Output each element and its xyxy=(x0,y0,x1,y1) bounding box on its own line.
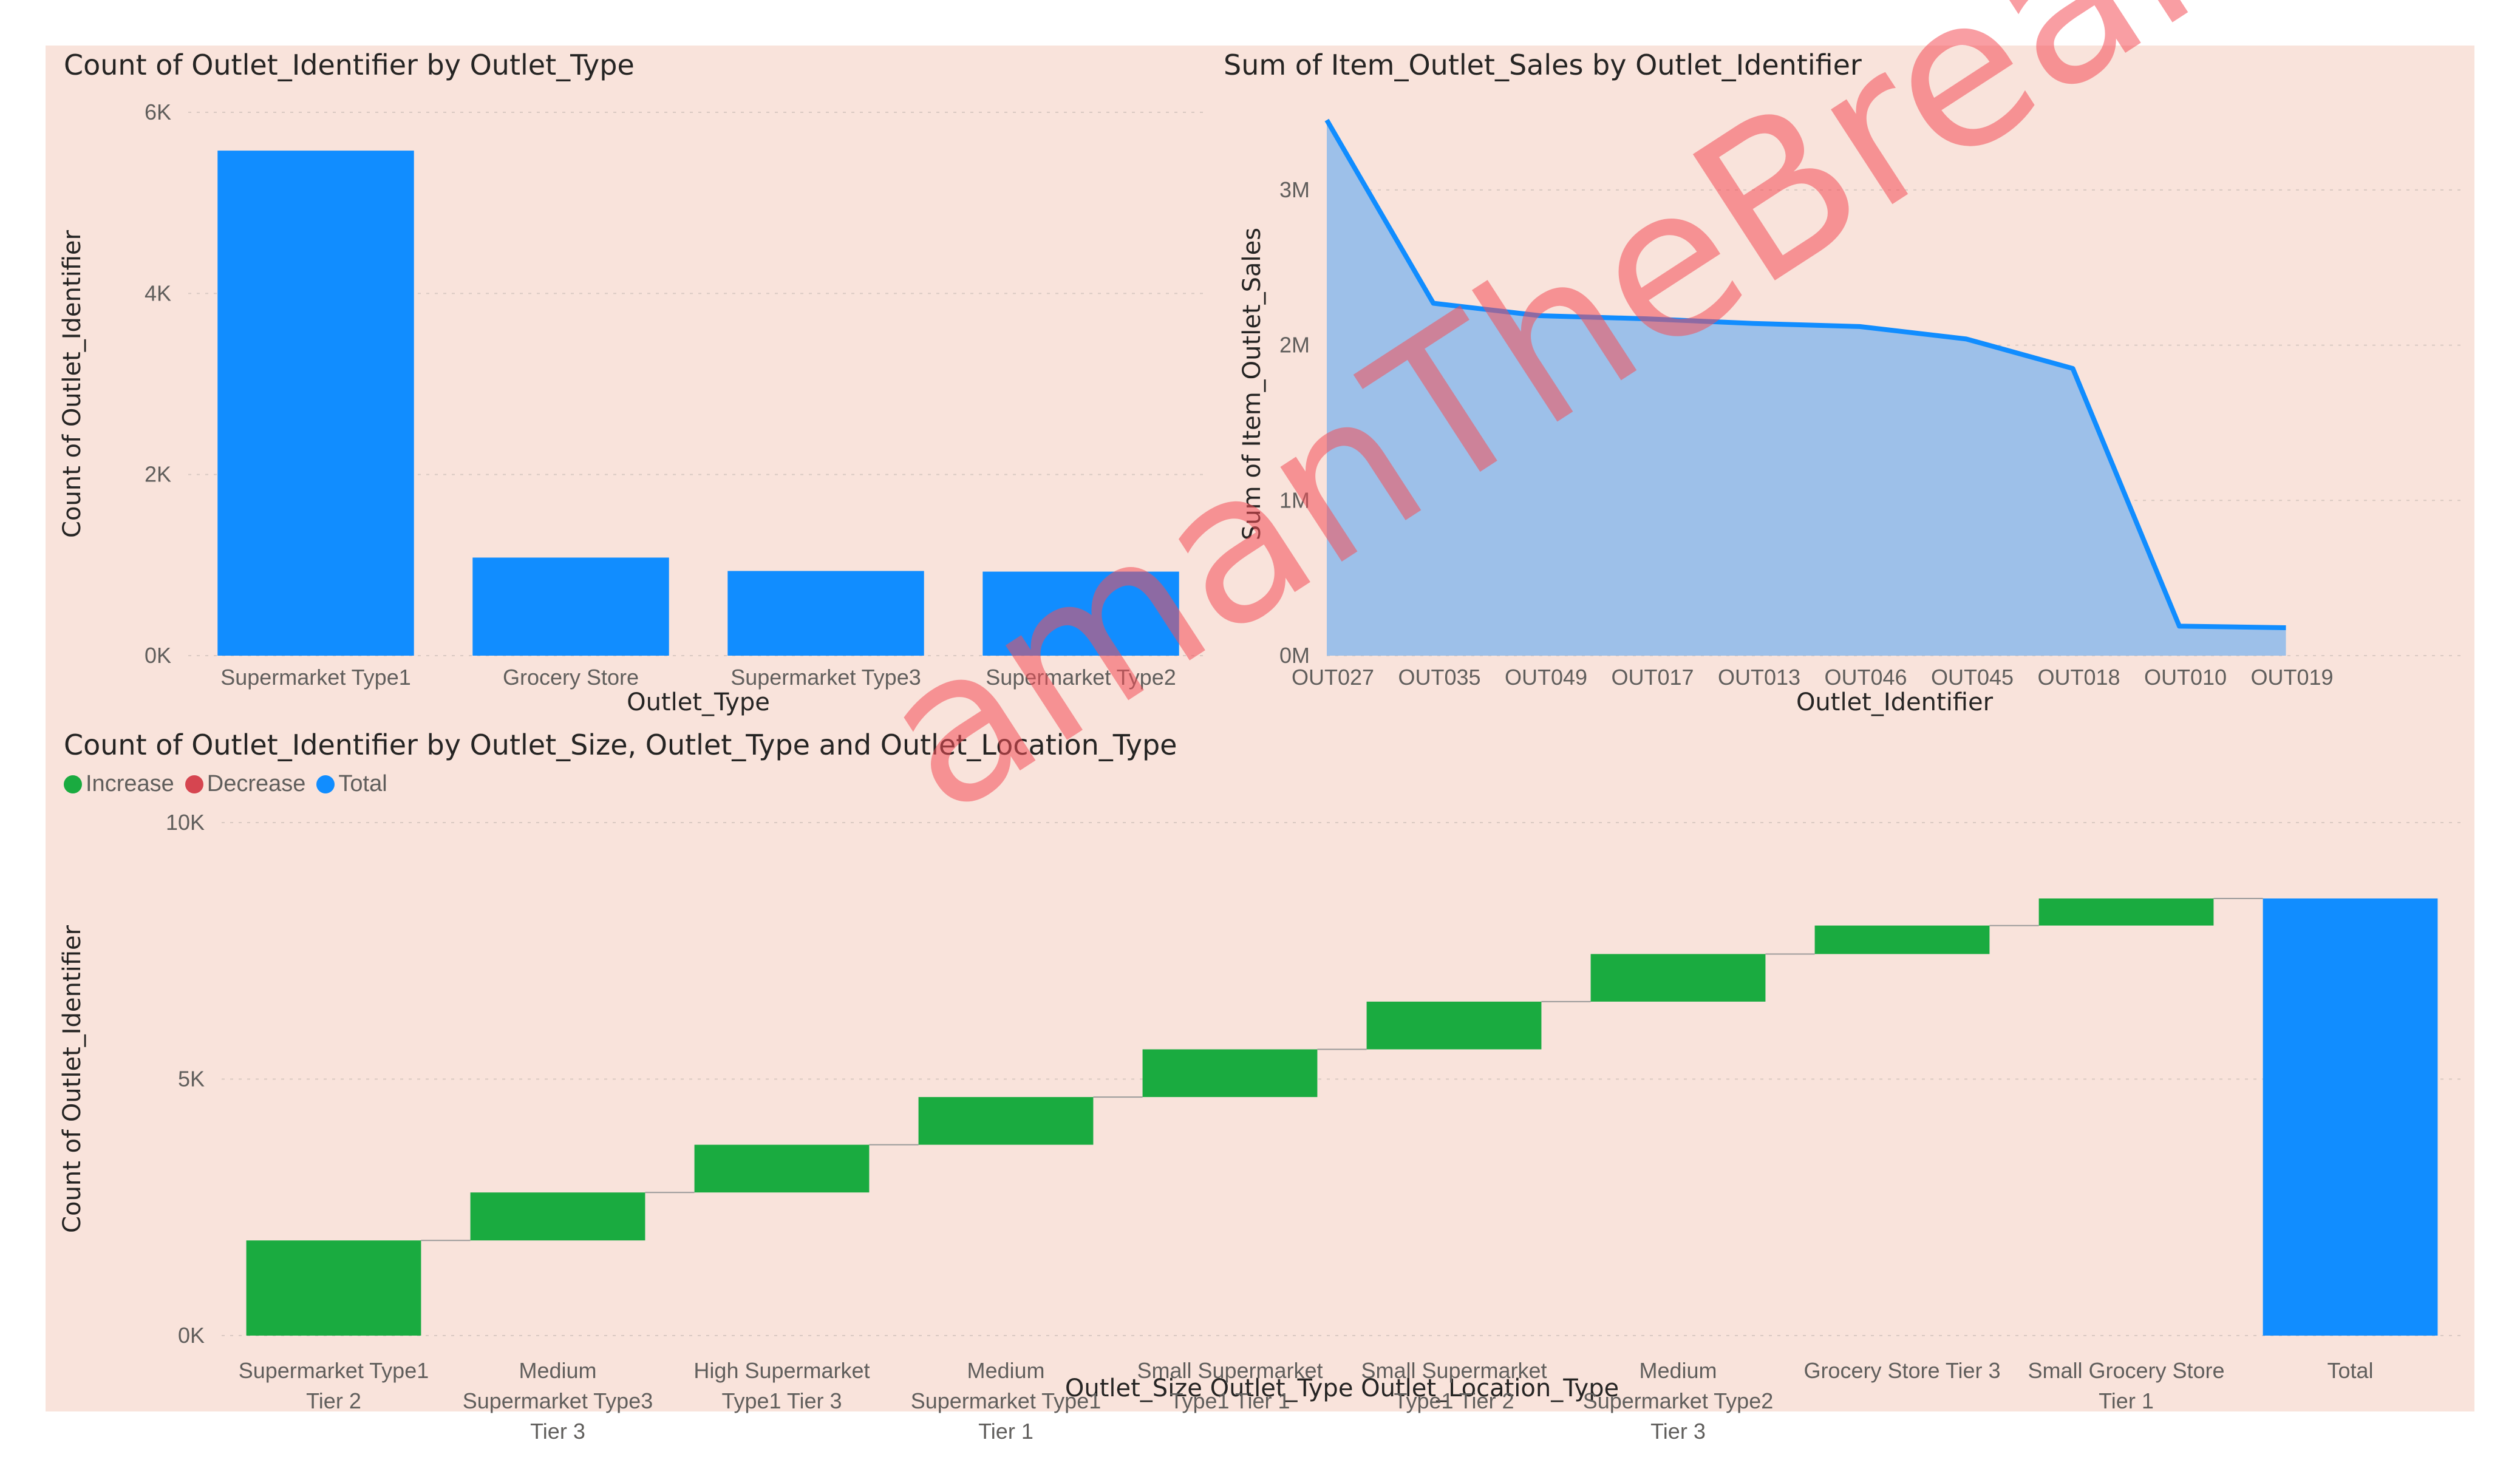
legend-item-increase[interactable]: Increase xyxy=(64,771,174,797)
bar-chart-svg: 0K 2K 4K 6K Count of Outlet_Identifier Outlet… xyxy=(58,100,1208,716)
y-axis-title: Count of Outlet_Identifier xyxy=(58,230,86,538)
y-tick-label: 6K xyxy=(145,100,171,124)
bar xyxy=(217,151,414,656)
x-axis-title: Outlet_Size Outlet_Type Outlet_Location_… xyxy=(1065,1374,1619,1402)
dashboard-panel: Count of Outlet_Identifier by Outlet_Typ… xyxy=(46,0,2474,1444)
waterfall-bar xyxy=(2263,898,2438,1336)
x-tick-label: Tier 1 xyxy=(978,1419,1034,1444)
x-tick-label: Tier 2 xyxy=(306,1388,361,1413)
waterfall-bar xyxy=(1814,925,1990,954)
x-tick-label: Type1 Tier 3 xyxy=(721,1388,842,1413)
x-tick-label: Supermarket Type2 xyxy=(986,665,1176,690)
x-tick-label: OUT019 xyxy=(2250,665,2333,690)
total-dot-icon xyxy=(316,775,335,793)
x-tick-label: OUT027 xyxy=(1292,665,1374,690)
x-tick-label: Type1 Tier 1 xyxy=(1170,1388,1290,1413)
waterfall-chart-svg: 0K 5K 10K Count of Outlet_Identifier Outlet_… xyxy=(58,810,2462,1444)
x-tick-label: OUT018 xyxy=(2037,665,2120,690)
y-axis-title: Sum of Item_Outlet_Sales xyxy=(1238,228,1266,540)
y-tick-label: 2M xyxy=(1279,333,1310,358)
x-tick-label: Medium xyxy=(519,1358,596,1383)
x-tick-label: Type1 Tier 2 xyxy=(1394,1388,1514,1413)
x-tick-label: Tier 3 xyxy=(530,1419,585,1444)
legend-label: Increase xyxy=(86,771,174,796)
x-tick-label: OUT046 xyxy=(1824,665,1907,690)
x-tick-label: Small Supermarket xyxy=(1137,1358,1323,1383)
x-tick-label: Tier 3 xyxy=(1650,1419,1706,1444)
x-tick-label: Total xyxy=(2327,1358,2373,1383)
x-tick-label: Supermarket Type1 xyxy=(239,1358,429,1383)
y-tick-label: 10K xyxy=(166,810,205,835)
outlet-type-bar-chart: Count of Outlet_Identifier by Outlet_Typ… xyxy=(55,49,1214,728)
chart-title: Count of Outlet_Identifier by Outlet_Siz… xyxy=(64,728,1177,761)
waterfall-bar xyxy=(1590,954,1766,1002)
y-tick-label: 0K xyxy=(178,1323,205,1348)
waterfall-bar xyxy=(2038,898,2214,926)
waterfall-bar xyxy=(1366,1001,1542,1050)
x-tick-label: Supermarket Type1 xyxy=(220,665,411,690)
x-tick-label: Supermarket Type3 xyxy=(463,1388,653,1413)
decrease-dot-icon xyxy=(185,775,203,793)
x-tick-label: OUT010 xyxy=(2144,665,2227,690)
y-tick-label: 0M xyxy=(1279,643,1310,668)
y-tick-label: 2K xyxy=(145,462,171,487)
x-tick-label: High Supermarket xyxy=(693,1358,870,1383)
chart-title: Count of Outlet_Identifier by Outlet_Typ… xyxy=(64,49,635,81)
x-tick-label: OUT035 xyxy=(1398,665,1480,690)
x-tick-label: Medium xyxy=(967,1358,1044,1383)
x-tick-label: Tier 1 xyxy=(2099,1388,2154,1413)
legend-label: Decrease xyxy=(206,771,306,796)
x-tick-label: Small Supermarket xyxy=(1361,1358,1547,1383)
waterfall-bar xyxy=(1142,1049,1318,1098)
outlet-waterfall-chart: Count of Outlet_Identifier by Outlet_Siz… xyxy=(55,728,2468,1444)
area-chart-svg: 0M 1M 2M 3M Sum of Item_Outlet_Sales Outlet_I… xyxy=(1238,118,2462,716)
x-axis-title: Outlet_Type xyxy=(627,688,770,716)
y-tick-label: 0K xyxy=(145,643,171,668)
x-tick-label: Supermarket Type1 xyxy=(911,1388,1102,1413)
outlet-sales-area-chart: Sum of Item_Outlet_Sales by Outlet_Ident… xyxy=(1217,49,2468,728)
y-axis-title: Count of Outlet_Identifier xyxy=(58,925,86,1233)
x-tick-label: Small Grocery Store xyxy=(2028,1358,2224,1383)
legend-item-decrease[interactable]: Decrease xyxy=(185,771,306,797)
legend-label: Total xyxy=(338,771,387,796)
x-tick-label: Grocery Store Tier 3 xyxy=(1803,1358,2000,1383)
x-tick-label: OUT045 xyxy=(1931,665,2014,690)
x-tick-label: OUT049 xyxy=(1505,665,1587,690)
x-axis-title: Outlet_Identifier xyxy=(1796,688,1994,716)
x-tick-label: Supermarket Type2 xyxy=(1583,1388,1774,1413)
chart-title: Sum of Item_Outlet_Sales by Outlet_Ident… xyxy=(1224,49,1862,81)
waterfall-bar xyxy=(694,1144,870,1193)
x-tick-label: Grocery Store xyxy=(503,665,639,690)
y-tick-label: 5K xyxy=(178,1067,205,1092)
x-tick-label: Medium xyxy=(1639,1358,1717,1383)
waterfall-bar xyxy=(246,1240,421,1336)
x-tick-label: OUT013 xyxy=(1718,665,1800,690)
legend-item-total[interactable]: Total xyxy=(316,771,387,797)
series-line xyxy=(1324,118,2286,630)
waterfall-bar xyxy=(470,1192,645,1241)
waterfall-legend: Increase Decrease Total xyxy=(64,771,387,797)
area-fill xyxy=(1327,120,2286,656)
bar xyxy=(982,571,1179,656)
waterfall-bar xyxy=(918,1097,1094,1145)
x-tick-label: Supermarket Type3 xyxy=(730,665,921,690)
x-tick-label: OUT017 xyxy=(1611,665,1694,690)
increase-dot-icon xyxy=(64,775,82,793)
y-tick-label: 4K xyxy=(145,280,171,305)
y-tick-label: 3M xyxy=(1279,177,1310,202)
bar xyxy=(727,571,924,656)
y-tick-label: 1M xyxy=(1279,487,1310,512)
bar xyxy=(472,557,669,656)
